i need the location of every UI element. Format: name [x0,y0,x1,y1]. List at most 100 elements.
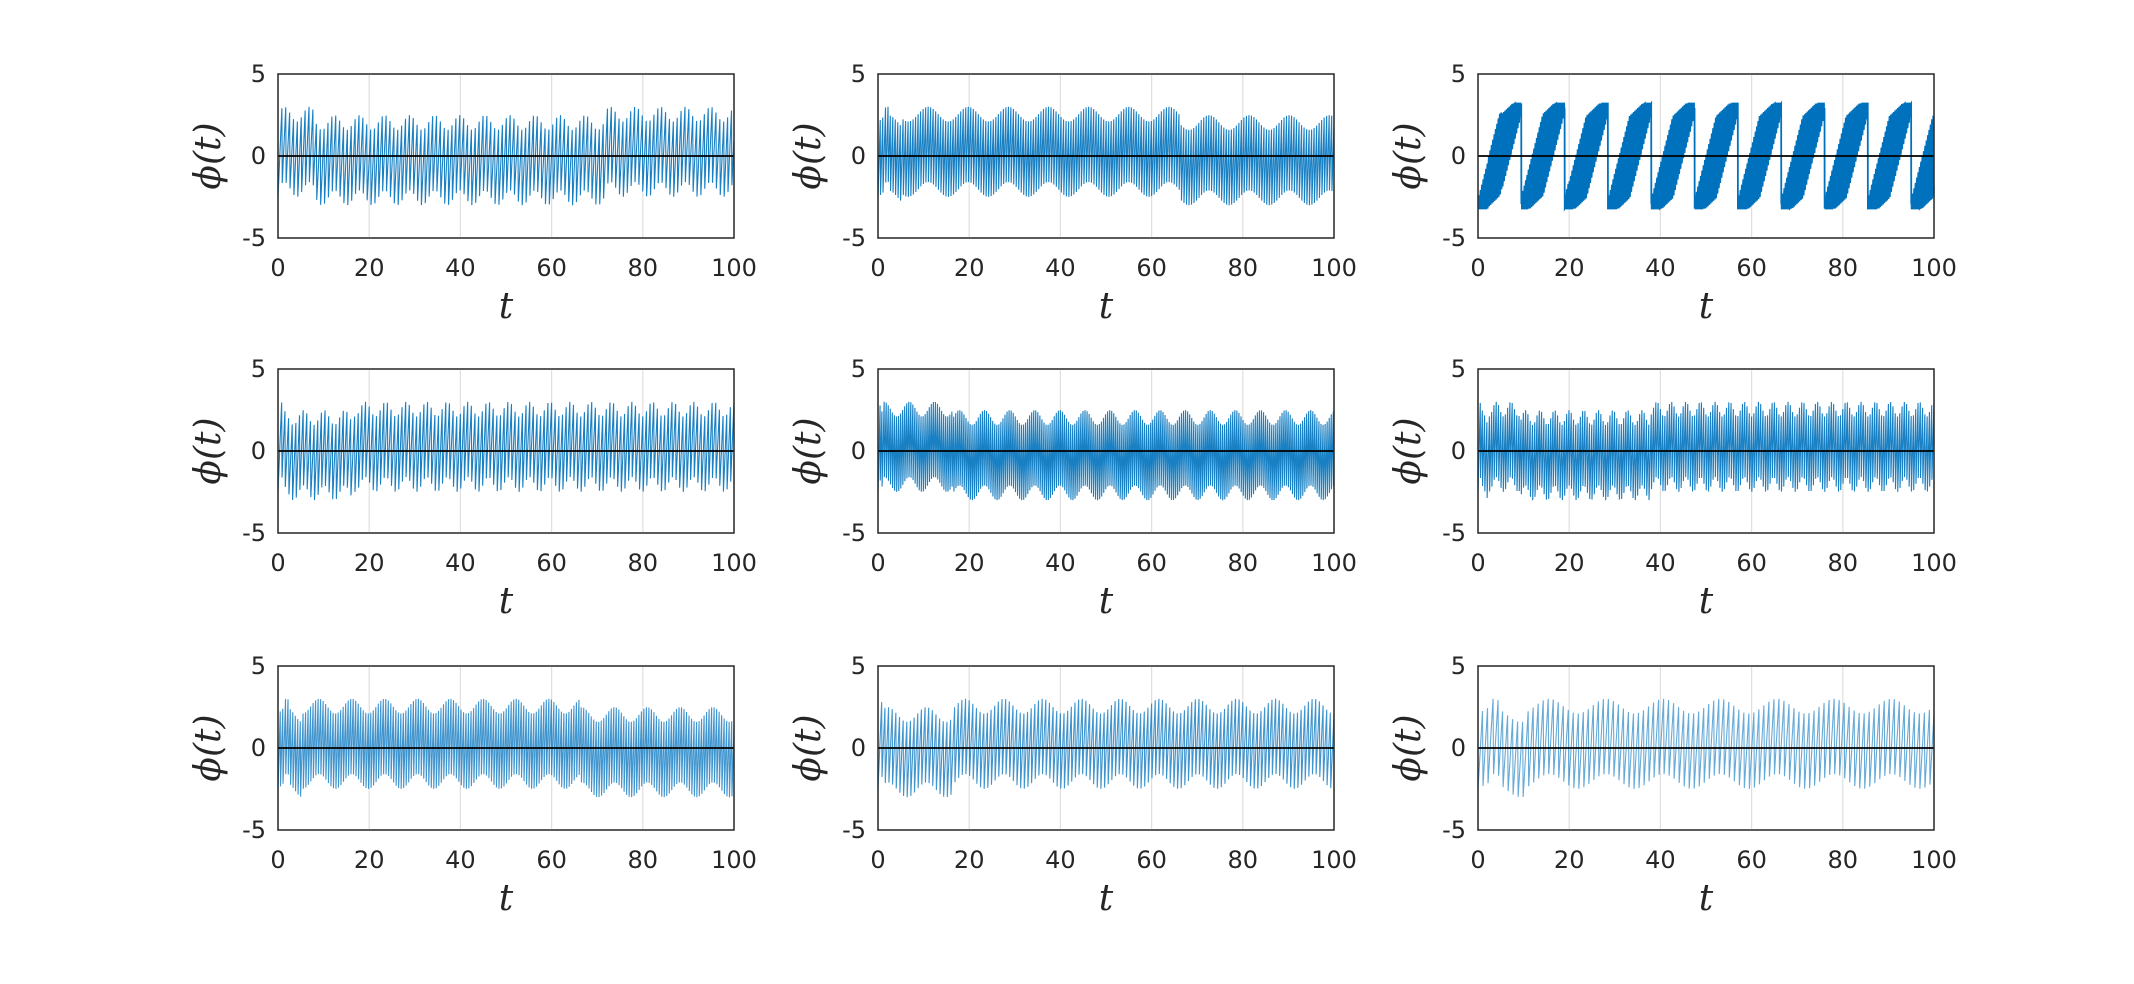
axes-border [877,73,1335,239]
x-tick-label: 0 [870,846,885,874]
x-tick-label: 80 [1828,254,1859,282]
x-axis-label: t [1699,878,1714,919]
x-axis-label: t [499,581,514,622]
y-tick-label: 0 [1451,142,1466,170]
x-tick-label: 100 [1311,549,1357,577]
x-tick-label: 0 [870,254,885,282]
x-axis-label: t [1099,581,1114,622]
y-tick-label: 5 [1451,60,1466,88]
x-tick-label: 60 [536,254,567,282]
x-axis-label: t [1699,286,1714,327]
y-axis-label: ϕ(t) [1388,122,1429,189]
x-tick-label: 100 [711,254,757,282]
y-tick-label: -5 [842,519,866,547]
y-tick-label: -5 [1442,224,1466,252]
x-tick-label: 20 [354,549,385,577]
x-tick-label: 100 [1911,846,1957,874]
axes-border [1477,73,1935,239]
x-tick-label: 80 [1228,549,1259,577]
x-tick-label: 20 [954,549,985,577]
y-axis-label: ϕ(t) [788,122,829,189]
y-tick-label: -5 [242,224,266,252]
x-tick-label: 20 [1554,846,1585,874]
x-tick-label: 80 [1828,846,1859,874]
x-tick-label: 20 [954,846,985,874]
x-tick-label: 60 [1136,549,1167,577]
x-tick-label: 40 [1645,254,1676,282]
x-tick-label: 60 [1136,846,1167,874]
x-tick-label: 40 [1645,549,1676,577]
x-tick-label: 20 [354,254,385,282]
x-tick-label: 80 [1228,846,1259,874]
series-line [277,401,735,501]
x-tick-label: 40 [1645,846,1676,874]
x-tick-label: 60 [1736,846,1767,874]
x-tick-label: 0 [270,846,285,874]
x-tick-label: 100 [711,846,757,874]
y-tick-label: -5 [242,816,266,844]
x-tick-label: 20 [354,846,385,874]
axes-border [277,368,735,534]
x-tick-label: 60 [536,549,567,577]
y-tick-label: 0 [251,142,266,170]
x-tick-label: 0 [270,254,285,282]
x-tick-label: 100 [1911,549,1957,577]
y-axis-label: ϕ(t) [788,714,829,781]
y-axis-label: ϕ(t) [188,714,229,781]
x-tick-label: 80 [628,254,659,282]
x-tick-label: 100 [711,549,757,577]
y-tick-label: 5 [1451,355,1466,383]
y-tick-label: 0 [1451,437,1466,465]
x-tick-label: 80 [628,846,659,874]
y-axis-label: ϕ(t) [1388,417,1429,484]
series-line [1477,100,1935,212]
x-tick-label: 40 [445,549,476,577]
x-tick-label: 60 [536,846,567,874]
x-tick-label: 40 [1045,254,1076,282]
y-tick-label: 5 [251,355,266,383]
y-tick-label: 5 [851,355,866,383]
x-tick-label: 40 [1045,549,1076,577]
x-tick-label: 100 [1911,254,1957,282]
x-axis-label: t [499,286,514,327]
x-tick-label: 80 [1828,549,1859,577]
x-tick-label: 0 [1470,254,1485,282]
series-line [877,106,1335,206]
x-axis-label: t [1099,286,1114,327]
x-tick-label: 60 [1136,254,1167,282]
x-tick-label: 100 [1311,846,1357,874]
axes-border [277,665,735,831]
y-tick-label: 5 [251,60,266,88]
y-tick-label: 5 [851,652,866,680]
x-tick-label: 0 [1470,549,1485,577]
x-tick-label: 60 [1736,549,1767,577]
y-tick-label: -5 [842,816,866,844]
y-axis-label: ϕ(t) [188,417,229,484]
axes-border [277,73,735,239]
y-tick-label: 5 [851,60,866,88]
axes-border [1477,368,1935,534]
y-tick-label: 0 [1451,734,1466,762]
y-tick-label: -5 [242,519,266,547]
x-tick-label: 40 [445,846,476,874]
x-tick-label: 100 [1311,254,1357,282]
y-tick-label: 0 [851,437,866,465]
series-line [277,106,735,206]
y-tick-label: 0 [251,734,266,762]
x-tick-label: 20 [1554,254,1585,282]
y-tick-label: 0 [251,437,266,465]
axes-border [877,368,1335,534]
y-tick-label: -5 [1442,519,1466,547]
y-axis-label: ϕ(t) [1388,714,1429,781]
x-axis-label: t [499,878,514,919]
axes-border [877,665,1335,831]
y-axis-label: ϕ(t) [188,122,229,189]
x-tick-label: 80 [628,549,659,577]
y-tick-label: 5 [251,652,266,680]
